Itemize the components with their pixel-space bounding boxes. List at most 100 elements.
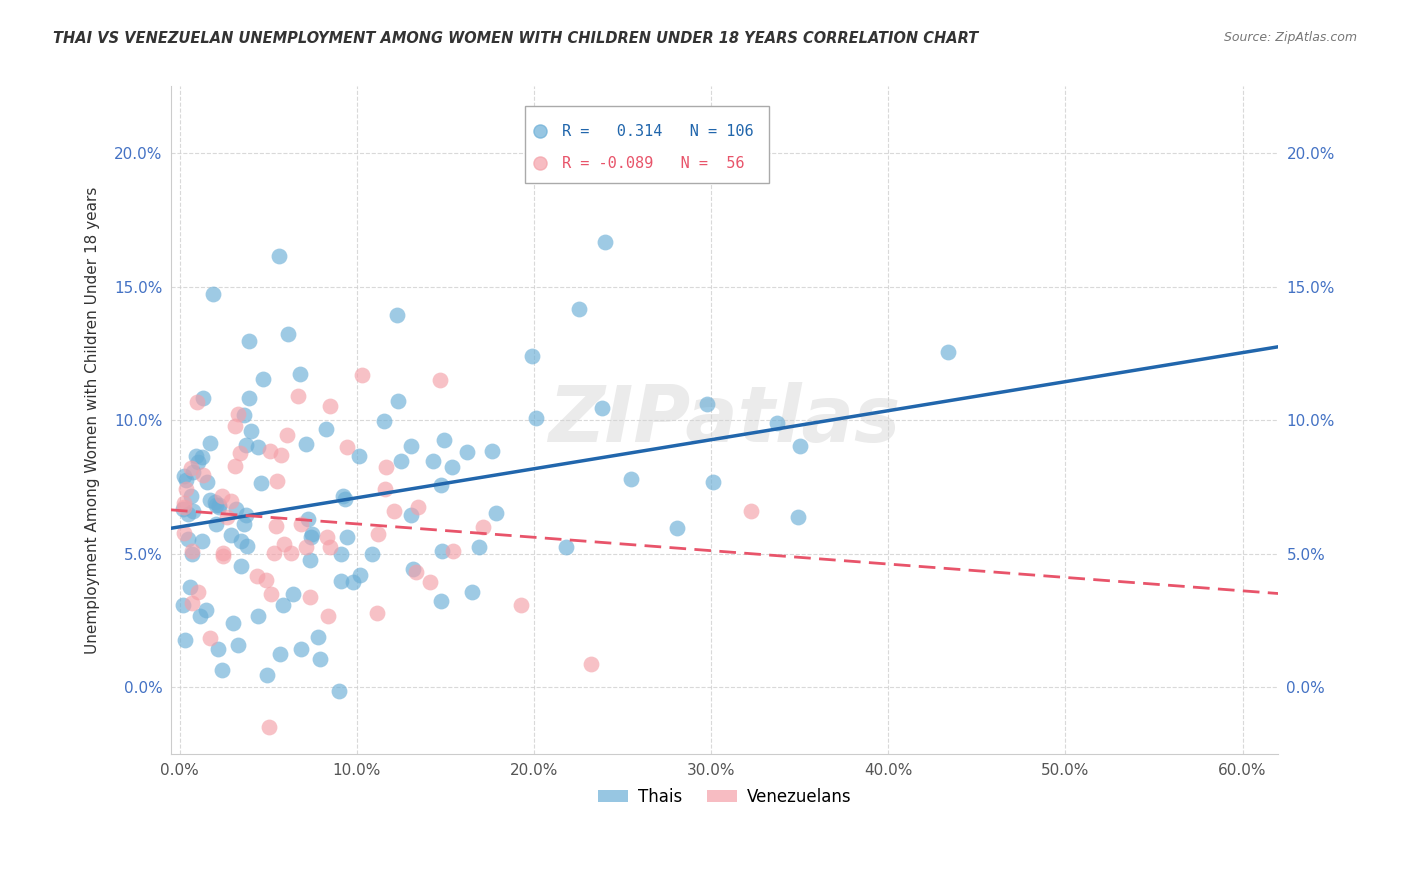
Thais (208, 498, 231, 512)
Thais (936, 345, 959, 359)
Thais (238, 391, 260, 405)
Thais (430, 593, 453, 607)
Bar (526, 106, 769, 183)
Thais (235, 508, 257, 522)
Venezuelans (350, 368, 373, 382)
Venezuelans (173, 500, 195, 514)
Thais (399, 439, 422, 453)
Venezuelans (382, 504, 405, 518)
Venezuelans (429, 373, 451, 387)
Venezuelans (186, 395, 208, 409)
Thais (222, 615, 245, 630)
Thais (422, 454, 444, 468)
Thais (349, 567, 371, 582)
Thais (335, 491, 357, 506)
Venezuelans (181, 596, 204, 610)
Thais (481, 443, 503, 458)
Thais (336, 531, 359, 545)
Thais (267, 249, 290, 263)
Venezuelans (579, 657, 602, 671)
Thais (389, 454, 412, 468)
Venezuelans (266, 475, 288, 489)
Thais (219, 527, 242, 541)
Venezuelans (366, 606, 388, 620)
Thais (290, 367, 312, 381)
Venezuelans (273, 537, 295, 551)
Thais (297, 512, 319, 526)
Thais (186, 449, 208, 463)
Thais (201, 286, 224, 301)
Venezuelans (276, 428, 298, 442)
Thais (229, 534, 252, 549)
Venezuelans (212, 546, 235, 560)
Thais (665, 521, 688, 535)
Venezuelans (406, 500, 429, 515)
Legend: Thais, Venezuelans: Thais, Venezuelans (591, 781, 858, 813)
Venezuelans (224, 418, 246, 433)
Venezuelans (260, 587, 283, 601)
Venezuelans (176, 482, 198, 496)
Thais (249, 475, 271, 490)
Thais (385, 308, 408, 322)
Thais (461, 585, 484, 599)
Venezuelans (280, 546, 302, 560)
Thais (173, 469, 195, 483)
Thais (402, 562, 425, 576)
Text: THAI VS VENEZUELAN UNEMPLOYMENT AMONG WOMEN WITH CHILDREN UNDER 18 YEARS CORRELA: THAI VS VENEZUELAN UNEMPLOYMENT AMONG WO… (53, 31, 979, 46)
Venezuelans (219, 494, 242, 508)
Venezuelans (374, 459, 396, 474)
Thais (332, 489, 354, 503)
Venezuelans (509, 598, 531, 612)
Thais (172, 598, 194, 612)
Thais (568, 302, 591, 317)
Thais (294, 437, 316, 451)
Thais (347, 449, 370, 463)
Thais (787, 510, 810, 524)
Venezuelans (259, 443, 281, 458)
Thais (373, 414, 395, 428)
Venezuelans (226, 407, 249, 421)
Thais (430, 544, 453, 558)
Venezuelans (316, 609, 339, 624)
Thais (309, 652, 332, 666)
Venezuelans (224, 458, 246, 473)
Thais (441, 459, 464, 474)
Thais (315, 422, 337, 436)
Venezuelans (264, 519, 287, 533)
Thais (593, 235, 616, 250)
Venezuelans (336, 440, 359, 454)
Text: ZIPatlas: ZIPatlas (548, 383, 901, 458)
Thais (188, 609, 211, 624)
Thais (252, 372, 274, 386)
Venezuelans (229, 446, 252, 460)
Thais (179, 580, 201, 594)
Venezuelans (181, 544, 204, 558)
Thais (789, 439, 811, 453)
Thais (238, 334, 260, 348)
Venezuelans (212, 549, 235, 564)
Thais (225, 501, 247, 516)
Thais (433, 433, 456, 447)
Thais (591, 401, 613, 416)
Thais (328, 684, 350, 698)
Venezuelans (198, 632, 221, 646)
Thais (430, 477, 453, 491)
Venezuelans (263, 546, 285, 560)
Venezuelans (419, 575, 441, 590)
Thais (183, 465, 205, 479)
Venezuelans (187, 584, 209, 599)
Thais (271, 598, 294, 612)
Thais (342, 575, 364, 590)
Thais (620, 472, 643, 486)
Thais (696, 397, 718, 411)
Thais (198, 493, 221, 508)
Venezuelans (319, 541, 342, 555)
Thais (235, 539, 257, 553)
Thais (195, 603, 218, 617)
Venezuelans (180, 461, 202, 475)
Thais (174, 473, 197, 487)
Thais (183, 504, 205, 518)
Thais (205, 516, 228, 531)
Thais (207, 641, 229, 656)
Thais (485, 506, 508, 520)
